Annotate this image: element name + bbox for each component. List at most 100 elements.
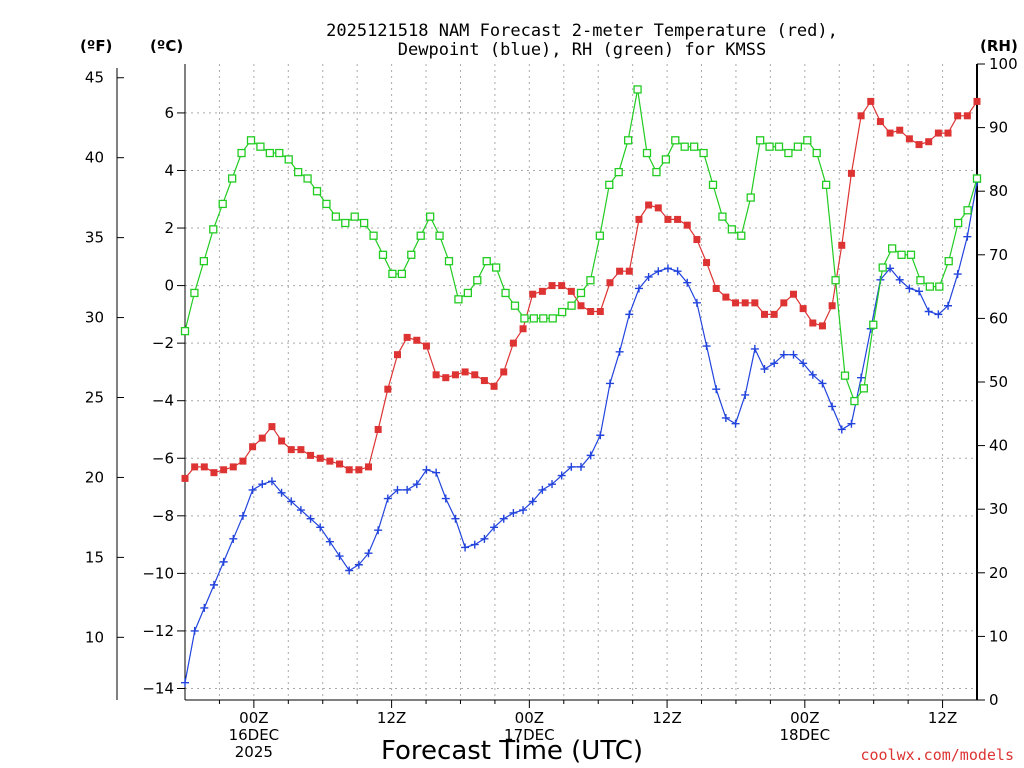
- temperature-point: [799, 305, 807, 313]
- dewpoint-point: [470, 540, 479, 549]
- dewpoint-point: [519, 506, 528, 515]
- x-tick-label: 17DEC: [504, 726, 555, 744]
- temperature-point: [567, 287, 575, 295]
- dewpoint-point: [451, 514, 460, 523]
- temperature-point: [674, 215, 682, 223]
- rh-point: [633, 85, 642, 94]
- temperature-point: [393, 351, 401, 359]
- tick-labels: −14−12−10−8−6−4−202461015202530354045010…: [85, 55, 1018, 761]
- dewpoint-point: [374, 526, 383, 535]
- dewpoint-point: [818, 379, 827, 388]
- rh-point: [935, 282, 944, 291]
- rh-tick-label: 100: [989, 55, 1018, 73]
- rh-point: [878, 263, 887, 272]
- temperature-point: [934, 129, 942, 137]
- celsius-tick-label: −6: [152, 449, 174, 467]
- rh-point: [887, 244, 897, 253]
- temperature-point: [471, 371, 479, 379]
- rh-point: [906, 250, 916, 259]
- dewpoint-point: [721, 413, 730, 422]
- rh-point: [897, 250, 906, 259]
- dewpoint-point: [577, 462, 585, 471]
- dewpoint-point: [538, 485, 547, 494]
- rh-point: [378, 250, 388, 259]
- credit-text: coolwx.com/models: [860, 746, 1014, 764]
- rh-point: [416, 231, 425, 240]
- dewpoint-point: [441, 494, 450, 503]
- dewpoint-point: [741, 390, 750, 399]
- rh-point: [623, 136, 633, 145]
- celsius-tick-label: −12: [142, 622, 174, 640]
- temperature-point: [963, 112, 971, 120]
- rh-point: [473, 276, 482, 285]
- rh-point: [425, 212, 435, 221]
- dewpoint-point: [828, 402, 837, 411]
- fahrenheit-tick-label: 10: [85, 628, 104, 646]
- dewpoint-point: [248, 485, 257, 494]
- x-axis-label: Forecast Time (UTC): [381, 736, 643, 766]
- dewpoint-point: [277, 488, 286, 497]
- dewpoint-point: [499, 514, 508, 523]
- data-series: [180, 85, 982, 687]
- temperature-point: [258, 434, 266, 442]
- x-tick-label: 00Z: [239, 709, 268, 727]
- rh-point: [746, 193, 755, 202]
- temperature-point: [355, 466, 363, 474]
- x-tick-label: 00Z: [515, 709, 544, 727]
- rh-point: [869, 320, 878, 329]
- rh-point: [642, 148, 652, 158]
- rh-point: [284, 155, 293, 164]
- dewpoint-point: [905, 284, 914, 293]
- rh-point: [840, 371, 850, 380]
- temperature-point: [780, 299, 788, 307]
- temperature-point: [413, 336, 421, 344]
- rh-point: [850, 396, 859, 406]
- temperature-point: [664, 215, 672, 223]
- temperature-point: [538, 287, 546, 295]
- rh-point: [916, 276, 925, 285]
- rh-point: [548, 314, 557, 323]
- dewpoint-point: [895, 275, 904, 284]
- rh-point: [784, 148, 793, 158]
- rh-point: [501, 288, 510, 298]
- temperature-point: [751, 299, 759, 307]
- rh-point: [567, 301, 576, 310]
- rh-tick-label: 60: [989, 309, 1008, 327]
- rh-point: [595, 231, 605, 240]
- temperature-point: [944, 129, 952, 137]
- dewpoint-point: [857, 373, 866, 382]
- celsius-tick-label: −4: [152, 392, 174, 410]
- dewpoint-point: [219, 557, 228, 566]
- temperature-point: [596, 307, 604, 315]
- dewpoint-point: [190, 626, 199, 635]
- temperature-point: [770, 310, 778, 318]
- temperature-point: [954, 112, 962, 120]
- rh-tick-label: 40: [989, 437, 1008, 455]
- dewpoint-point: [403, 485, 412, 494]
- rh-point: [265, 148, 275, 158]
- rh-point: [953, 218, 963, 228]
- rh-point: [831, 276, 840, 285]
- celsius-tick-label: −10: [142, 564, 174, 582]
- temperature-point: [210, 469, 218, 477]
- x-tick-label: 00Z: [790, 709, 819, 727]
- dewpoint-point: [799, 359, 808, 368]
- fahrenheit-tick-label: 30: [85, 309, 104, 327]
- celsius-tick-label: −2: [152, 334, 174, 352]
- temperature-point: [818, 322, 826, 330]
- temperature-point: [645, 201, 653, 209]
- rh-point: [491, 263, 501, 272]
- celsius-tick-label: −8: [152, 507, 174, 525]
- dewpoint-point: [663, 264, 672, 273]
- rh-point: [227, 174, 237, 183]
- dewpoint-point: [625, 310, 634, 319]
- dewpoint-point: [490, 523, 499, 532]
- series-rh: [180, 85, 982, 406]
- dewpoint-point: [480, 534, 489, 543]
- temperature-point: [857, 112, 865, 120]
- rh-point: [859, 384, 869, 393]
- dewpoint-point: [963, 232, 972, 241]
- temperature-point: [480, 377, 488, 385]
- dewpoint-point: [238, 511, 247, 520]
- chart-title-line2: Dewpoint (blue), RH (green) for KMSS: [398, 40, 766, 60]
